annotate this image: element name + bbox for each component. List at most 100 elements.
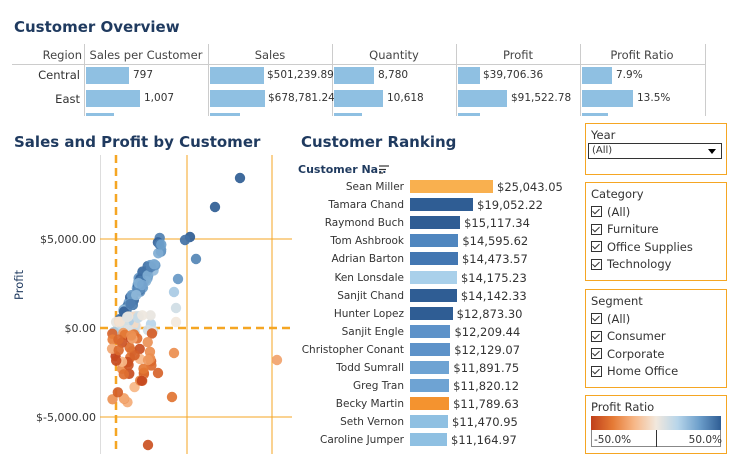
checkbox-icon[interactable] — [591, 241, 602, 253]
ranking-bar[interactable] — [410, 397, 450, 411]
checkbox-icon[interactable] — [591, 330, 602, 342]
ranking-bar[interactable] — [410, 234, 459, 248]
category-option-technology[interactable]: Technology — [591, 256, 726, 274]
ranking-column-header[interactable]: Customer Na.. — [298, 163, 387, 176]
scatter-point[interactable] — [126, 330, 137, 341]
scatter-points[interactable] — [106, 172, 283, 451]
scatter-point[interactable] — [118, 369, 130, 380]
sales-east: $678,781.24 — [268, 92, 335, 104]
ranking-name: Tamara Chand — [328, 199, 404, 212]
ranking-bar[interactable] — [410, 415, 449, 429]
ranking-value: $19,052.22 — [477, 198, 543, 213]
segment-filter-title: Segment — [591, 294, 643, 308]
ranking-bar[interactable] — [410, 306, 453, 320]
ranking-bar[interactable] — [410, 252, 458, 266]
ranking-value: $11,820.12 — [453, 379, 520, 394]
scatter-point[interactable] — [113, 344, 124, 356]
ranking-bar[interactable] — [410, 180, 493, 193]
scatter-point[interactable] — [234, 172, 246, 184]
scatter-point[interactable] — [110, 355, 122, 366]
scatter-point[interactable] — [138, 363, 149, 374]
ranking-name: Sanjit Chand — [337, 289, 404, 302]
scatter-point[interactable] — [156, 239, 167, 250]
scatter-point[interactable] — [152, 367, 164, 379]
category-option-label: Office Supplies — [607, 239, 693, 254]
ranking-bar[interactable] — [410, 288, 457, 302]
ranking-value: $25,043.05 — [497, 180, 563, 194]
checkbox-icon[interactable] — [591, 258, 602, 270]
scatter-point[interactable] — [125, 298, 136, 310]
segment-option-consumer[interactable]: Consumer — [591, 328, 726, 346]
scatter-point[interactable] — [146, 328, 158, 339]
scatter-point[interactable] — [113, 334, 124, 345]
legend-max: 50.0% — [688, 434, 722, 446]
ranking-bar[interactable] — [410, 342, 451, 356]
scatter-point[interactable] — [190, 253, 202, 265]
scatter-point[interactable] — [148, 259, 160, 270]
scatter-point[interactable] — [153, 248, 164, 259]
header-quantity: Quantity — [369, 48, 419, 62]
checkbox-icon[interactable] — [591, 223, 602, 235]
segment-option-corporate[interactable]: Corporate — [591, 345, 726, 363]
scatter-point[interactable] — [136, 279, 148, 291]
region-east: East — [55, 92, 80, 106]
ranking-name: Sean Miller — [345, 181, 404, 193]
ranking-bar[interactable] — [410, 379, 450, 393]
scatter-point[interactable] — [142, 337, 153, 348]
scatter-point[interactable] — [131, 289, 142, 301]
category-option-label: Furniture — [607, 222, 659, 237]
scatter-point[interactable] — [168, 347, 180, 359]
ranking-value: $12,129.07 — [454, 342, 521, 357]
category-option-all[interactable]: (All) — [591, 203, 726, 221]
year-filter-title: Year — [591, 128, 616, 142]
scatter-point[interactable] — [170, 302, 182, 314]
ranking-bar[interactable] — [410, 433, 447, 447]
ranking-bar[interactable] — [410, 324, 451, 338]
scatter-point[interactable] — [170, 316, 182, 328]
ranking-name: Todd Sumrall — [336, 362, 404, 374]
chevron-down-icon[interactable] — [708, 149, 716, 154]
profit-east: $91,522.78 — [511, 92, 572, 104]
year-select[interactable]: (All) — [588, 143, 722, 159]
category-option-office-supplies[interactable]: Office Supplies — [591, 238, 726, 256]
ratio-bar-next — [582, 113, 608, 116]
sort-icon[interactable] — [378, 164, 390, 175]
ranking-bar[interactable] — [410, 198, 474, 212]
scatter-point[interactable] — [209, 201, 221, 213]
scatter-point[interactable] — [271, 354, 283, 366]
header-profit: Profit — [503, 48, 533, 62]
checkbox-icon[interactable] — [591, 206, 602, 218]
scatter-point[interactable] — [142, 439, 154, 451]
ranking-bar[interactable] — [410, 361, 450, 374]
scatter-plot[interactable] — [100, 155, 292, 454]
qty-bar-next — [334, 113, 362, 116]
scatter-point[interactable] — [142, 354, 154, 366]
scatter-point[interactable] — [121, 311, 133, 323]
scatter-point[interactable] — [145, 310, 156, 321]
checkbox-icon[interactable] — [591, 365, 602, 377]
checkbox-icon[interactable] — [591, 348, 602, 360]
scatter-point[interactable] — [137, 310, 148, 321]
scatter-point[interactable] — [129, 350, 140, 361]
header-region: Region — [42, 48, 82, 62]
ranking-name: Greg Tran — [353, 380, 404, 393]
scatter-point[interactable] — [179, 234, 191, 246]
scatter-point[interactable] — [124, 342, 135, 353]
scatter-point[interactable] — [172, 273, 184, 285]
sales-bar-next — [210, 113, 240, 116]
category-filter: Category (All) Furniture Office Supplies… — [585, 182, 727, 281]
segment-option-home-office[interactable]: Home Office — [591, 363, 726, 381]
header-profit-ratio: Profit Ratio — [610, 48, 674, 62]
ranking-value: $11,164.97 — [451, 433, 517, 448]
ranking-bar[interactable] — [410, 270, 457, 284]
ranking-name: Sanjit Engle — [341, 325, 404, 338]
segment-option-all[interactable]: (All) — [591, 310, 726, 328]
scatter-point[interactable] — [142, 270, 153, 281]
scatter-point[interactable] — [168, 286, 180, 298]
category-option-furniture[interactable]: Furniture — [591, 221, 726, 239]
checkbox-icon[interactable] — [591, 313, 602, 325]
scatter-point[interactable] — [112, 387, 124, 398]
scatter-point[interactable] — [136, 375, 148, 387]
scatter-point[interactable] — [166, 391, 178, 403]
ranking-bar[interactable] — [410, 216, 461, 230]
